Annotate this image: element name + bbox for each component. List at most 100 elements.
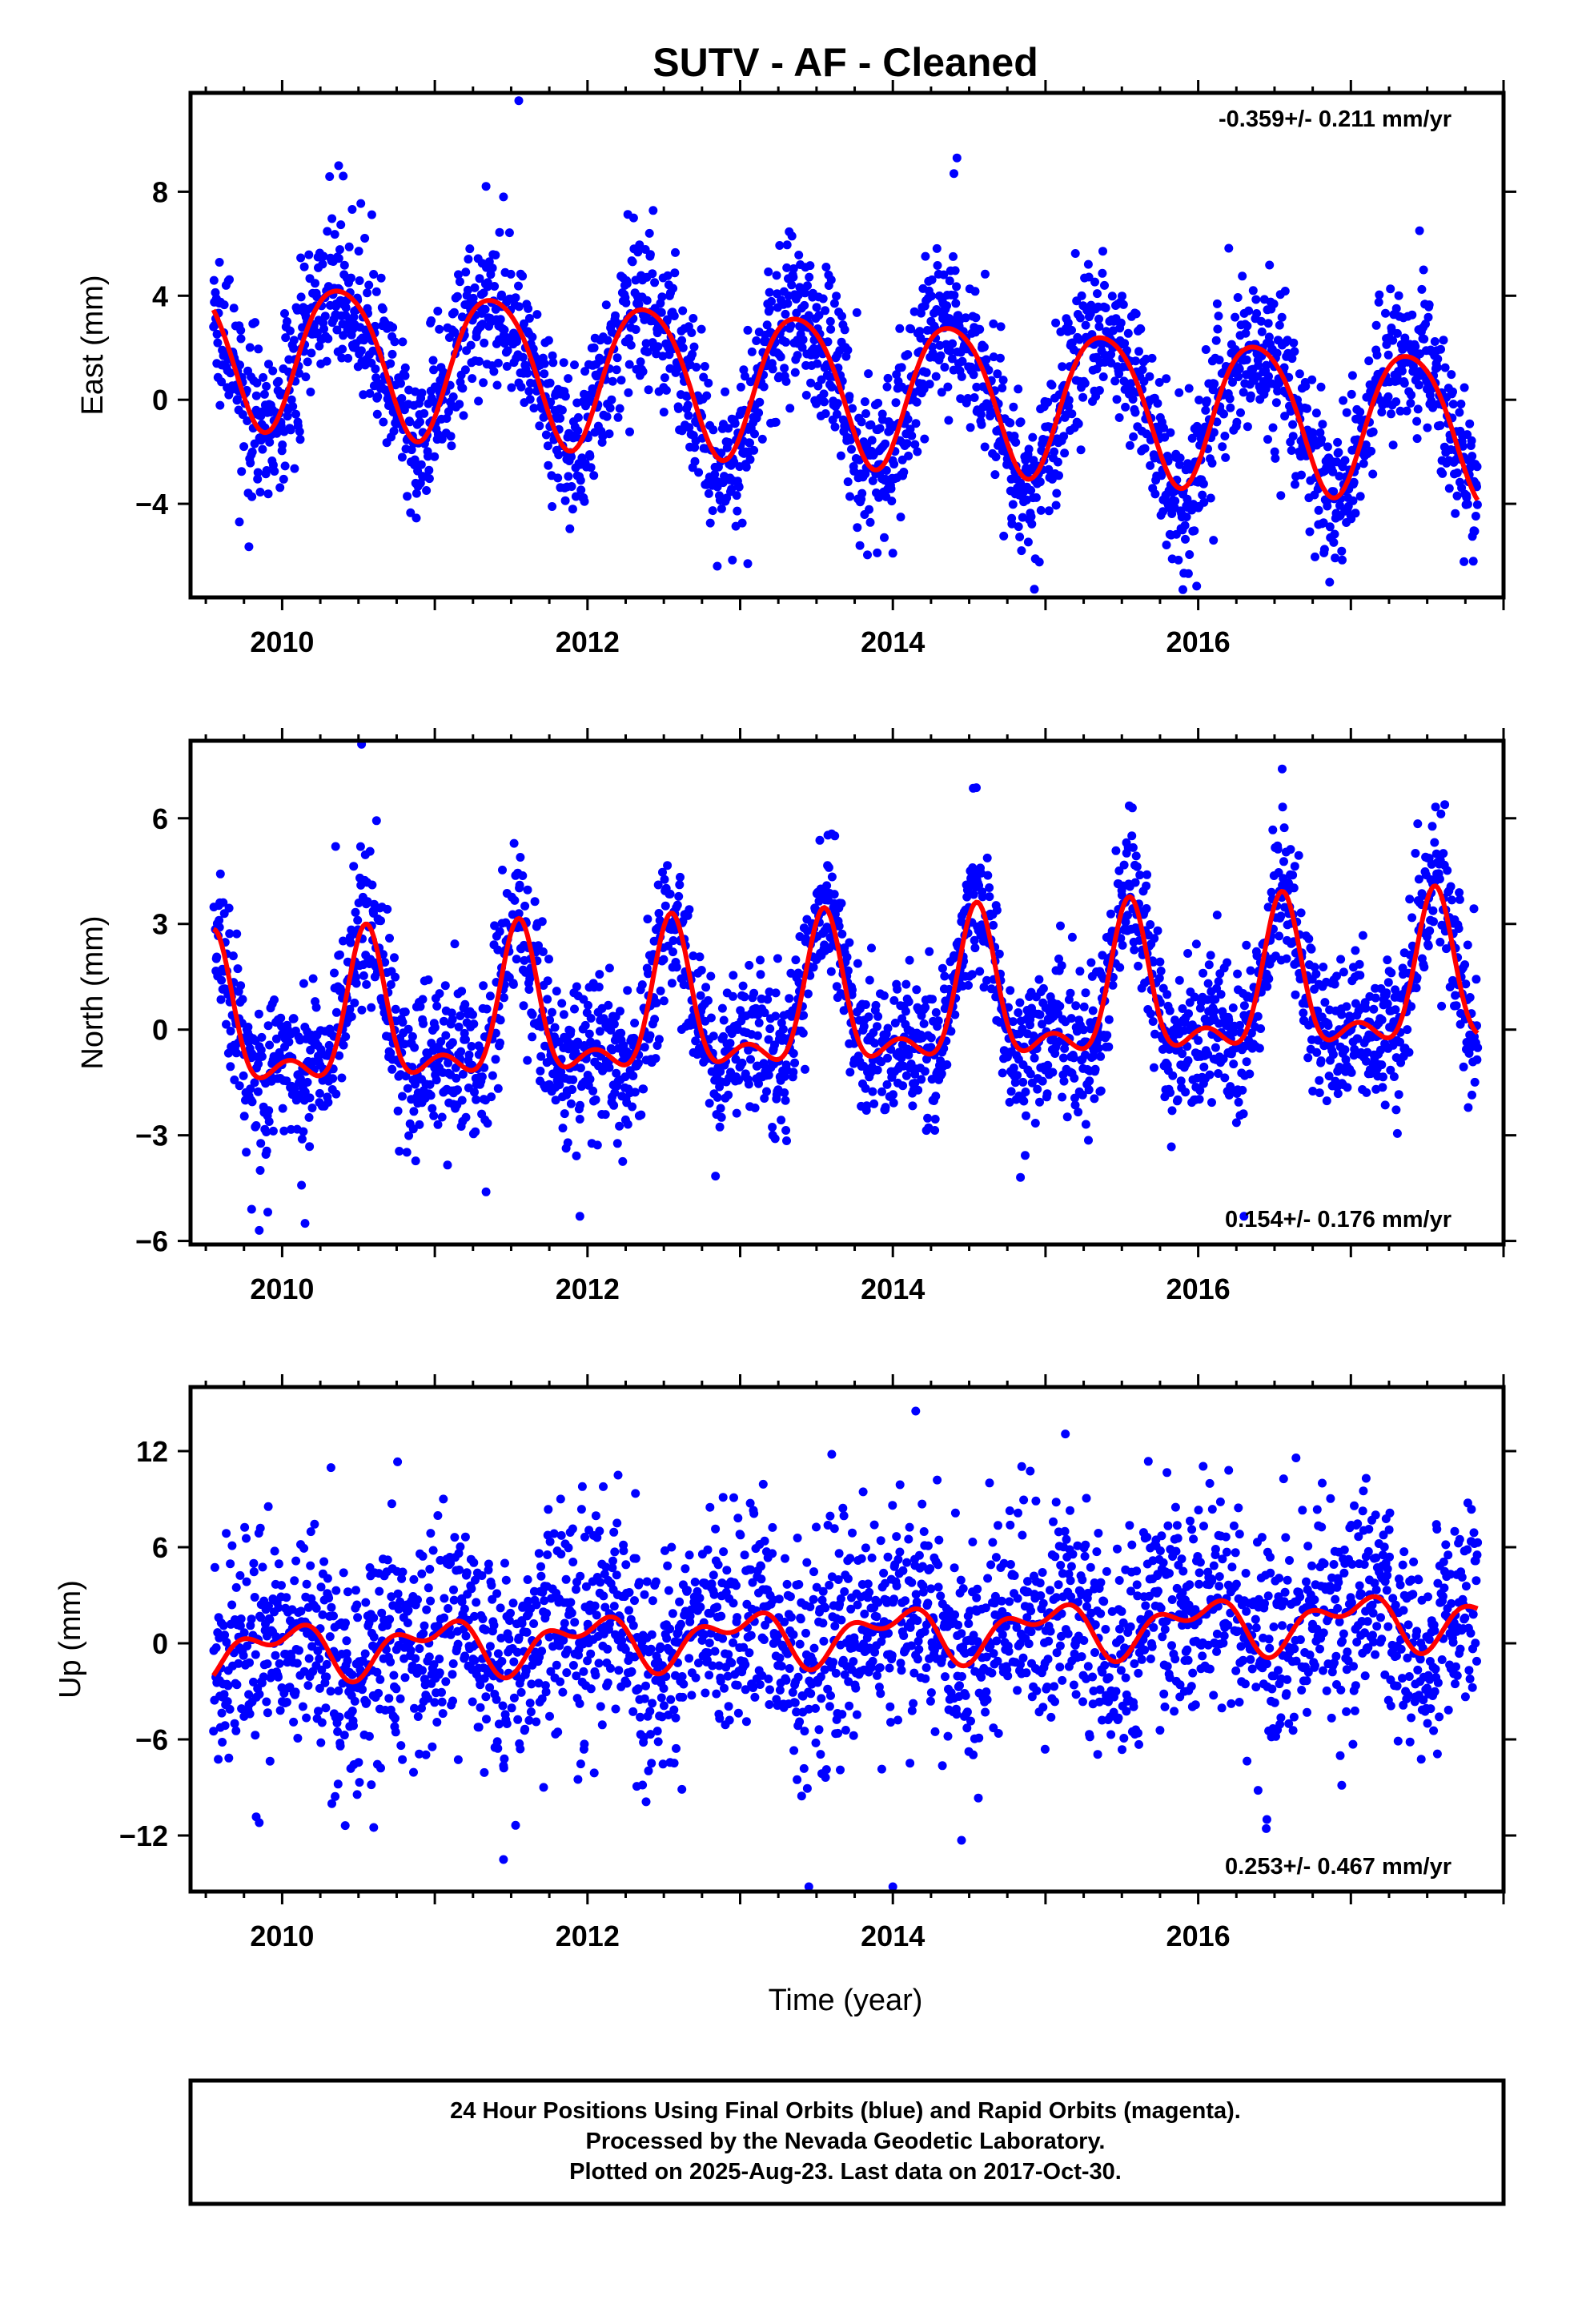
data-point [749, 988, 759, 998]
data-point [566, 1099, 576, 1108]
data-point [950, 291, 959, 300]
data-point [790, 368, 800, 377]
data-point [1094, 386, 1104, 395]
data-point [1465, 419, 1475, 428]
data-point [389, 426, 399, 436]
data-point [460, 999, 470, 1009]
data-point [1166, 428, 1175, 437]
data-point [468, 293, 478, 303]
data-point [253, 468, 263, 477]
data-point [1275, 931, 1284, 941]
data-point [584, 1029, 594, 1039]
data-point [1347, 371, 1357, 380]
data-point [1121, 917, 1130, 927]
data-point [1059, 1076, 1069, 1086]
data-point [1282, 954, 1291, 963]
data-point [1234, 1097, 1243, 1107]
data-point [380, 958, 390, 967]
data-point [1330, 979, 1339, 989]
data-point [744, 1045, 753, 1055]
data-point [936, 351, 946, 360]
data-point [1138, 365, 1147, 375]
data-point [1135, 870, 1145, 880]
data-point [570, 1004, 579, 1014]
data-point [1288, 870, 1298, 880]
data-point [251, 318, 260, 328]
data-point [943, 382, 953, 392]
data-point [724, 438, 733, 447]
data-point [519, 1001, 528, 1011]
data-point [713, 561, 722, 571]
data-point [393, 1106, 403, 1116]
data-point [1256, 316, 1266, 326]
data-point [765, 987, 774, 997]
data-point [1199, 497, 1209, 507]
data-point [923, 1113, 933, 1123]
data-point [440, 981, 450, 991]
data-point [989, 319, 998, 328]
data-point [1130, 945, 1139, 955]
data-point [299, 979, 308, 988]
data-point [832, 409, 841, 419]
data-point [1376, 1045, 1385, 1055]
data-point [662, 315, 672, 324]
data-point [496, 315, 505, 324]
data-point [1417, 284, 1427, 294]
data-point [764, 267, 773, 276]
data-point [528, 344, 538, 354]
data-point [917, 1075, 926, 1084]
data-point [430, 1023, 440, 1032]
data-point [728, 555, 737, 565]
data-point [1268, 825, 1278, 834]
data-point [1094, 314, 1103, 324]
data-point [781, 1096, 790, 1105]
data-point [545, 1015, 555, 1025]
data-point [525, 970, 535, 979]
data-point [455, 400, 464, 409]
data-point [1241, 328, 1251, 338]
data-point [759, 382, 769, 392]
data-point [1123, 911, 1133, 920]
data-point [1318, 420, 1327, 429]
data-point [910, 440, 920, 449]
data-point [688, 349, 697, 359]
data-point [1243, 321, 1252, 331]
data-point [659, 955, 669, 964]
data-point [785, 994, 794, 1003]
data-point [419, 1019, 428, 1028]
data-point [711, 1172, 721, 1181]
data-point [1412, 416, 1422, 426]
data-point [365, 846, 375, 856]
data-point [344, 242, 354, 251]
data-point [670, 268, 680, 278]
data-point [1192, 581, 1202, 591]
data-point [1114, 369, 1124, 379]
data-point [1394, 291, 1403, 300]
data-point [1006, 418, 1015, 428]
data-point [852, 308, 861, 317]
data-point [654, 1035, 664, 1044]
data-point [296, 292, 306, 302]
data-point [1311, 969, 1321, 979]
data-point [595, 1027, 604, 1036]
data-point [1303, 1053, 1313, 1063]
data-point [353, 915, 363, 925]
data-point [930, 1115, 940, 1124]
data-point [355, 276, 364, 285]
data-point [907, 431, 917, 440]
data-point [706, 971, 716, 981]
data-point [347, 205, 357, 214]
data-point [789, 272, 798, 282]
data-point [1467, 436, 1476, 445]
data-point [226, 368, 235, 378]
data-point [950, 266, 960, 275]
data-point [515, 880, 524, 890]
data-point [903, 414, 913, 424]
data-point [480, 304, 490, 314]
data-point [416, 417, 424, 427]
data-point [813, 359, 822, 368]
data-point [263, 1208, 272, 1217]
data-point [1412, 434, 1422, 444]
data-point [861, 1000, 870, 1009]
data-point [1358, 931, 1367, 940]
